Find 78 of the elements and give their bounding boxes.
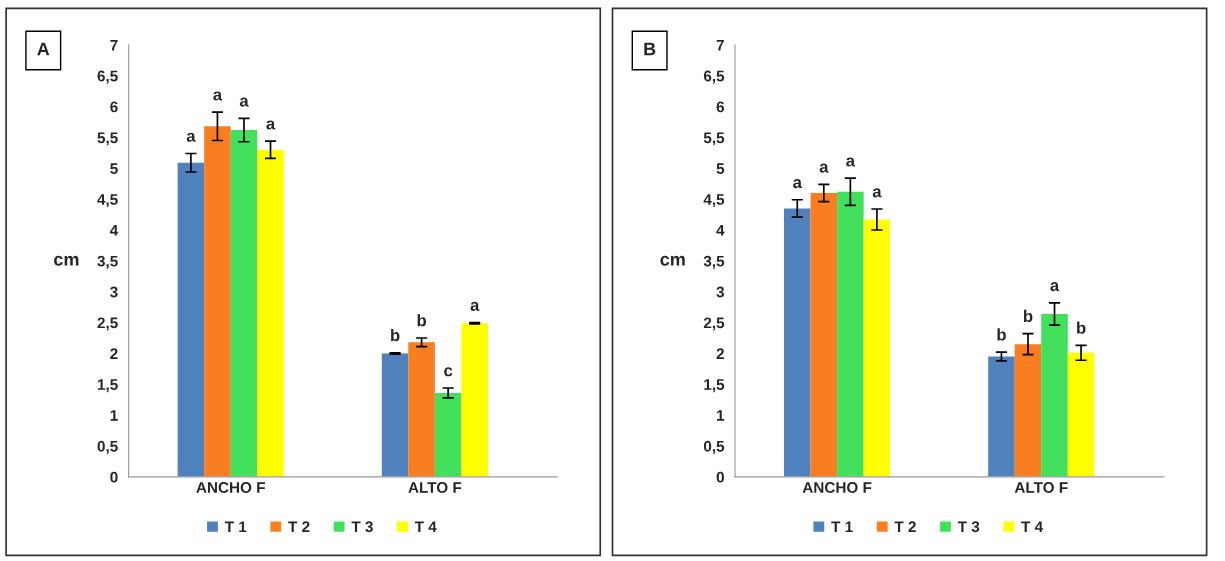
y-axis-title: cm: [54, 255, 79, 266]
legend-label: T 3: [351, 521, 373, 533]
y-tick-label: 7: [716, 39, 724, 51]
annotation: a: [819, 163, 829, 173]
x-tick-label: ALTO F: [1014, 482, 1068, 493]
text: B: [644, 42, 656, 56]
y-tick-label: 4,5: [703, 194, 725, 208]
bar: [461, 323, 488, 477]
annotation: a: [846, 157, 856, 167]
y-tick-label: 6: [110, 101, 118, 113]
x-tick-label: ANCHO F: [802, 482, 872, 493]
y-tick-label: 5,5: [97, 132, 118, 146]
annotation: b: [997, 328, 1006, 341]
y-axis-title: cm: [660, 255, 685, 266]
annotation: a: [186, 132, 196, 142]
annotation: c: [444, 367, 453, 377]
y-tick-label: 0: [110, 471, 118, 483]
y-tick-label: 2,5: [97, 317, 118, 331]
annotation: b: [1077, 321, 1086, 334]
bar: [837, 191, 864, 477]
text: A: [37, 42, 50, 56]
legend-label: T 4: [1021, 521, 1044, 532]
annotation: b: [417, 314, 427, 327]
legend-label: T 2: [894, 521, 916, 532]
y-tick-label: 0: [716, 471, 724, 483]
bar: [381, 353, 409, 477]
bar: [988, 356, 1015, 477]
y-tick-label: 4: [109, 225, 119, 236]
bar: [1067, 352, 1095, 477]
y-tick-label: 2: [716, 348, 724, 359]
y-tick-label: 1,5: [97, 379, 118, 393]
bar: [784, 208, 811, 477]
annotation: a: [872, 188, 882, 198]
annotation: a: [470, 301, 480, 311]
annotation: a: [266, 120, 276, 130]
y-tick-label: 2: [110, 348, 118, 359]
annotation: a: [793, 179, 803, 189]
y-tick-label: 6,5: [703, 70, 725, 84]
y-tick-label: 5: [110, 163, 118, 174]
annotation: b: [1023, 309, 1033, 323]
bar: [177, 162, 205, 477]
y-tick-label: 0,5: [97, 440, 118, 454]
y-tick-label: 1: [110, 410, 118, 421]
y-tick-label: 4: [716, 225, 725, 236]
y-tick-label: 6,5: [97, 70, 118, 84]
y-tick-label: 7: [110, 39, 118, 51]
bar: [204, 126, 231, 477]
y-tick-label: 0,5: [703, 440, 725, 454]
bar: [810, 192, 838, 477]
legend-label: T 2: [288, 521, 310, 532]
y-tick-label: 3,5: [703, 255, 725, 269]
bar: [408, 342, 435, 477]
legend-label: T 1: [831, 521, 853, 532]
y-tick-label: 6: [716, 101, 725, 113]
legend-label: T 1: [224, 521, 247, 532]
annotation: b: [391, 328, 400, 342]
y-tick-label: 4,5: [97, 194, 118, 208]
annotation: a: [213, 91, 223, 101]
y-tick-label: 3: [110, 286, 118, 298]
y-tick-label: 5,5: [703, 132, 725, 146]
annotation: a: [1050, 282, 1060, 292]
y-tick-label: 2,5: [703, 317, 725, 331]
y-tick-label: 1: [717, 410, 725, 421]
legend-label: T 3: [957, 521, 980, 533]
bar: [1014, 344, 1042, 477]
y-tick-label: 5: [716, 163, 725, 174]
y-tick-label: 3,5: [97, 255, 118, 269]
bar: [1041, 313, 1068, 477]
annotation: a: [239, 97, 249, 107]
y-tick-label: 1,5: [704, 379, 725, 393]
bar: [257, 149, 284, 477]
bar: [434, 392, 462, 477]
bar: [863, 219, 891, 477]
x-tick-label: ALTO F: [408, 482, 462, 493]
x-tick-label: ANCHO F: [196, 482, 265, 493]
bar: [230, 130, 258, 477]
legend-label: T 4: [414, 521, 437, 532]
y-tick-label: 3: [716, 286, 725, 298]
